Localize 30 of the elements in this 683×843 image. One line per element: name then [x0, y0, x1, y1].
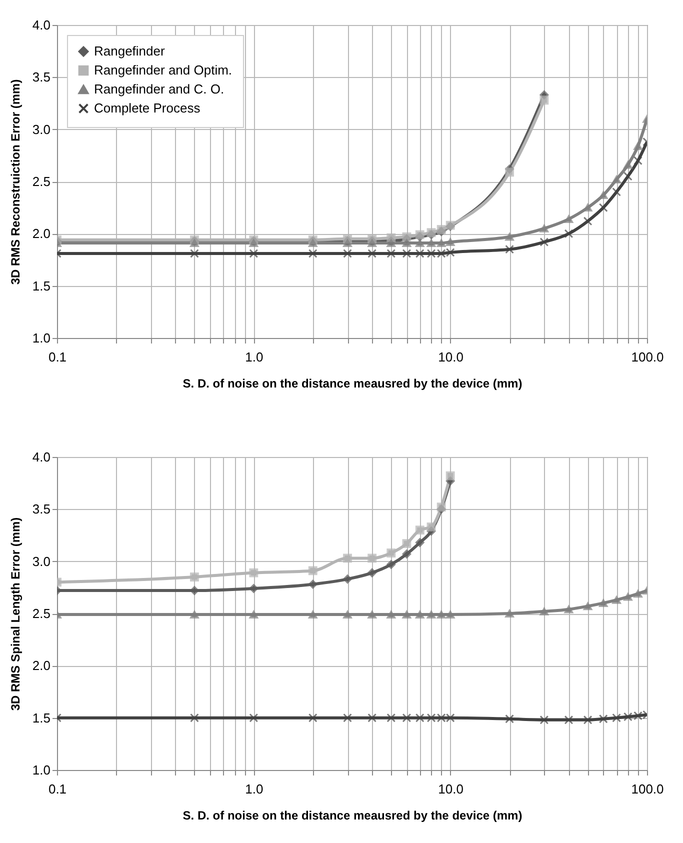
x-tick-label: 0.1 [48, 350, 67, 364]
y-tick-label: 1.0 [32, 762, 50, 778]
y-tick-label: 2.5 [32, 606, 50, 621]
x-tick-label: 1.0 [245, 782, 264, 796]
y-tick-label: 1.5 [32, 278, 50, 294]
legend-label: Rangefinder and C. O. [94, 82, 224, 96]
x-tick-label: 0.1 [48, 782, 67, 796]
x-tick-label: 1.0 [245, 350, 264, 364]
y-tick-label: 4.0 [32, 450, 50, 464]
x-tick-label: 100.0 [631, 782, 664, 796]
y-axis-title: 3D RMS Spinal Length Error (mm) [8, 517, 22, 711]
x-axis-title: S. D. of noise on the distance meausred by the device (mm) [182, 376, 522, 390]
y-tick-label: 2.0 [32, 658, 50, 674]
y-tick-label: 2.5 [32, 174, 50, 189]
y-tick-label: 3.5 [32, 502, 50, 517]
y-tick-label: 3.5 [32, 70, 50, 85]
y-tick-label: 4.0 [32, 18, 50, 32]
y-tick-label: 3.0 [32, 554, 50, 569]
legend-label: Complete Process [94, 100, 201, 116]
y-tick-label: 1.0 [32, 330, 50, 346]
legend-label: Rangefinder and Optim. [94, 62, 232, 78]
y-tick-label: 1.5 [32, 710, 50, 726]
y-axis-title: 3D RMS Reconstruiction Error (mm) [8, 79, 22, 285]
legend-label: Rangefinder [94, 44, 166, 58]
x-tick-label: 10.0 [438, 782, 464, 796]
x-tick-label: 10.0 [438, 350, 464, 364]
y-tick-label: 2.0 [32, 226, 50, 242]
y-tick-label: 3.0 [32, 122, 50, 137]
x-axis-title: S. D. of noise on the distance meausred by the device (mm) [182, 808, 522, 822]
x-tick-label: 100.0 [631, 350, 664, 364]
